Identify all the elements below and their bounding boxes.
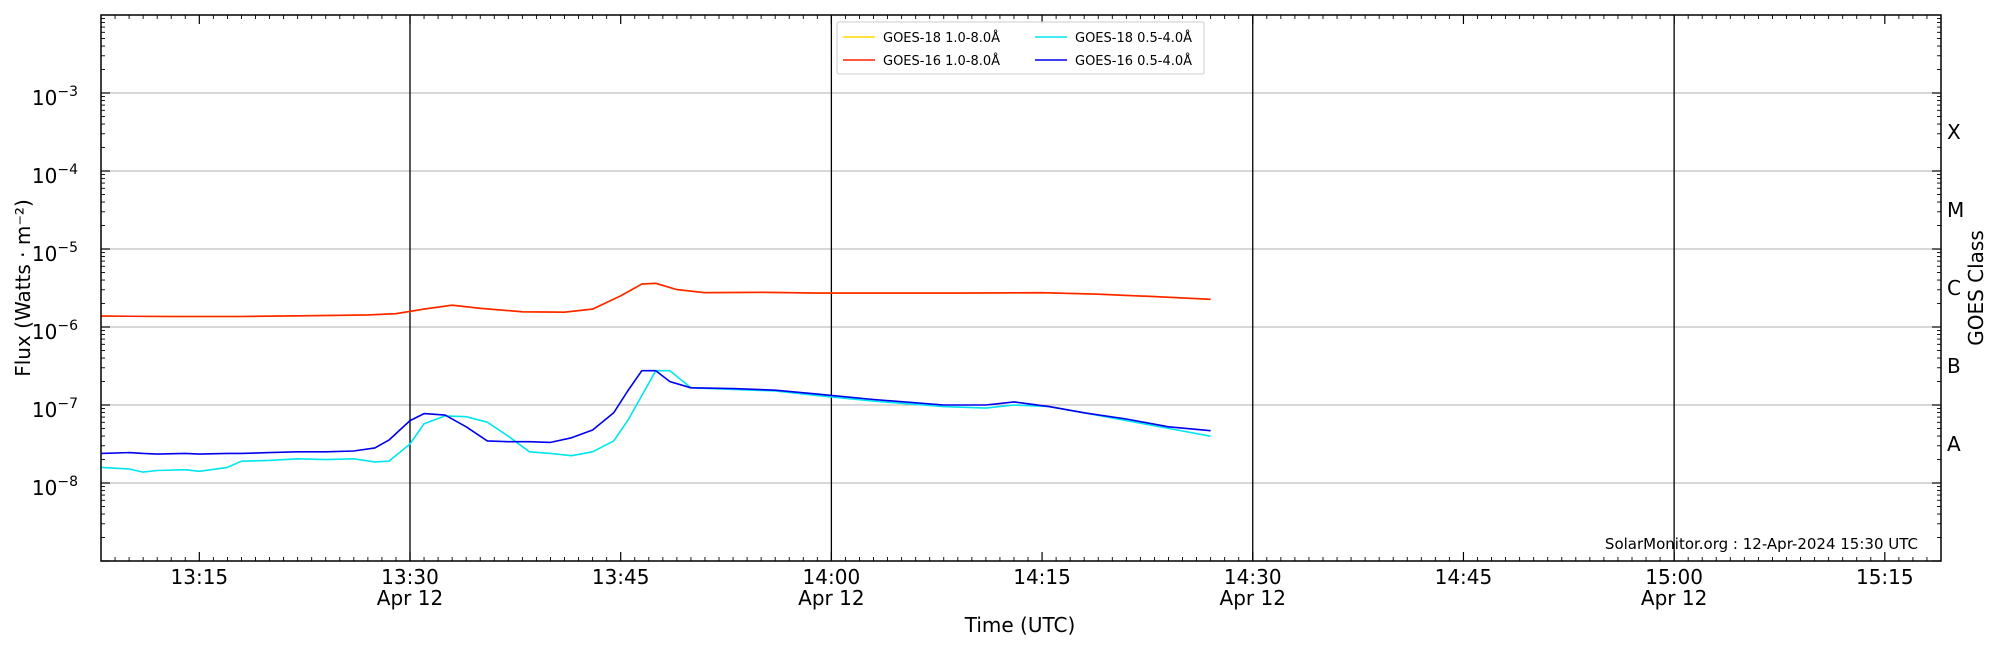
legend-label: GOES-18 1.0-8.0Å: [883, 30, 1000, 46]
series-line: [100, 369, 1211, 473]
y-tick-label: 10−6: [32, 318, 78, 344]
y-tick-label: 10−7: [32, 396, 78, 422]
x-tick-label: 14:00: [803, 565, 861, 589]
y-axis-title: Flux (Watts · m⁻²): [11, 199, 35, 377]
x-tick-date-label: Apr 12: [1220, 586, 1286, 610]
y-tick-label: 10−8: [32, 474, 78, 500]
x-tick-label: 14:30: [1224, 565, 1282, 589]
goes-class-label: X: [1947, 120, 1961, 144]
x-tick-label: 13:45: [592, 565, 650, 589]
goes-class-label: C: [1947, 276, 1961, 300]
goes-class-labels: A B C M X: [1947, 120, 1964, 456]
goes-class-label: A: [1947, 432, 1961, 456]
y-tick-label: 10−3: [32, 84, 78, 110]
series-line: [100, 282, 1211, 318]
series-lines: [100, 282, 1211, 473]
x-tick-label: 15:15: [1856, 565, 1914, 589]
x-tick-date-label: Apr 12: [1641, 586, 1707, 610]
goes-class-label: B: [1947, 354, 1961, 378]
axis-ticks: [100, 15, 1942, 562]
legend-box: [836, 21, 1205, 75]
legend-label: GOES-16 0.5-4.0Å: [1075, 53, 1192, 69]
legend-label: GOES-18 0.5-4.0Å: [1075, 30, 1192, 46]
x-tick-label: 14:45: [1435, 565, 1493, 589]
y-tick-label: 10−4: [32, 162, 78, 188]
time-markers: [409, 15, 1675, 561]
plot-area-frame: [100, 14, 1942, 562]
right-axis-title: GOES Class: [1964, 230, 1988, 346]
x-tick-label: 13:15: [171, 565, 229, 589]
legend: GOES-18 1.0-8.0Å GOES-16 1.0-8.0Å GOES-18 …: [836, 21, 1205, 75]
x-tick-label: 13:30: [381, 565, 439, 589]
y-tick-label: 10−5: [32, 240, 78, 266]
y-tick-labels: 10−8 10−7 10−6 10−5 10−4 10−3: [32, 84, 78, 500]
x-axis-title: Time (UTC): [964, 613, 1076, 637]
x-tick-label: 14:15: [1013, 565, 1071, 589]
series-line: [100, 369, 1211, 455]
x-tick-label: 15:00: [1645, 565, 1703, 589]
x-tick-date-label: Apr 12: [798, 586, 864, 610]
grid-lines: [101, 92, 1941, 484]
legend-label: GOES-16 1.0-8.0Å: [883, 53, 1000, 69]
x-tick-date-label: Apr 12: [377, 586, 443, 610]
series-line: [100, 282, 1211, 318]
goes-class-label: M: [1947, 198, 1964, 222]
source-annotation: SolarMonitor.org : 12-Apr-2024 15:30 UTC: [1605, 535, 1918, 553]
